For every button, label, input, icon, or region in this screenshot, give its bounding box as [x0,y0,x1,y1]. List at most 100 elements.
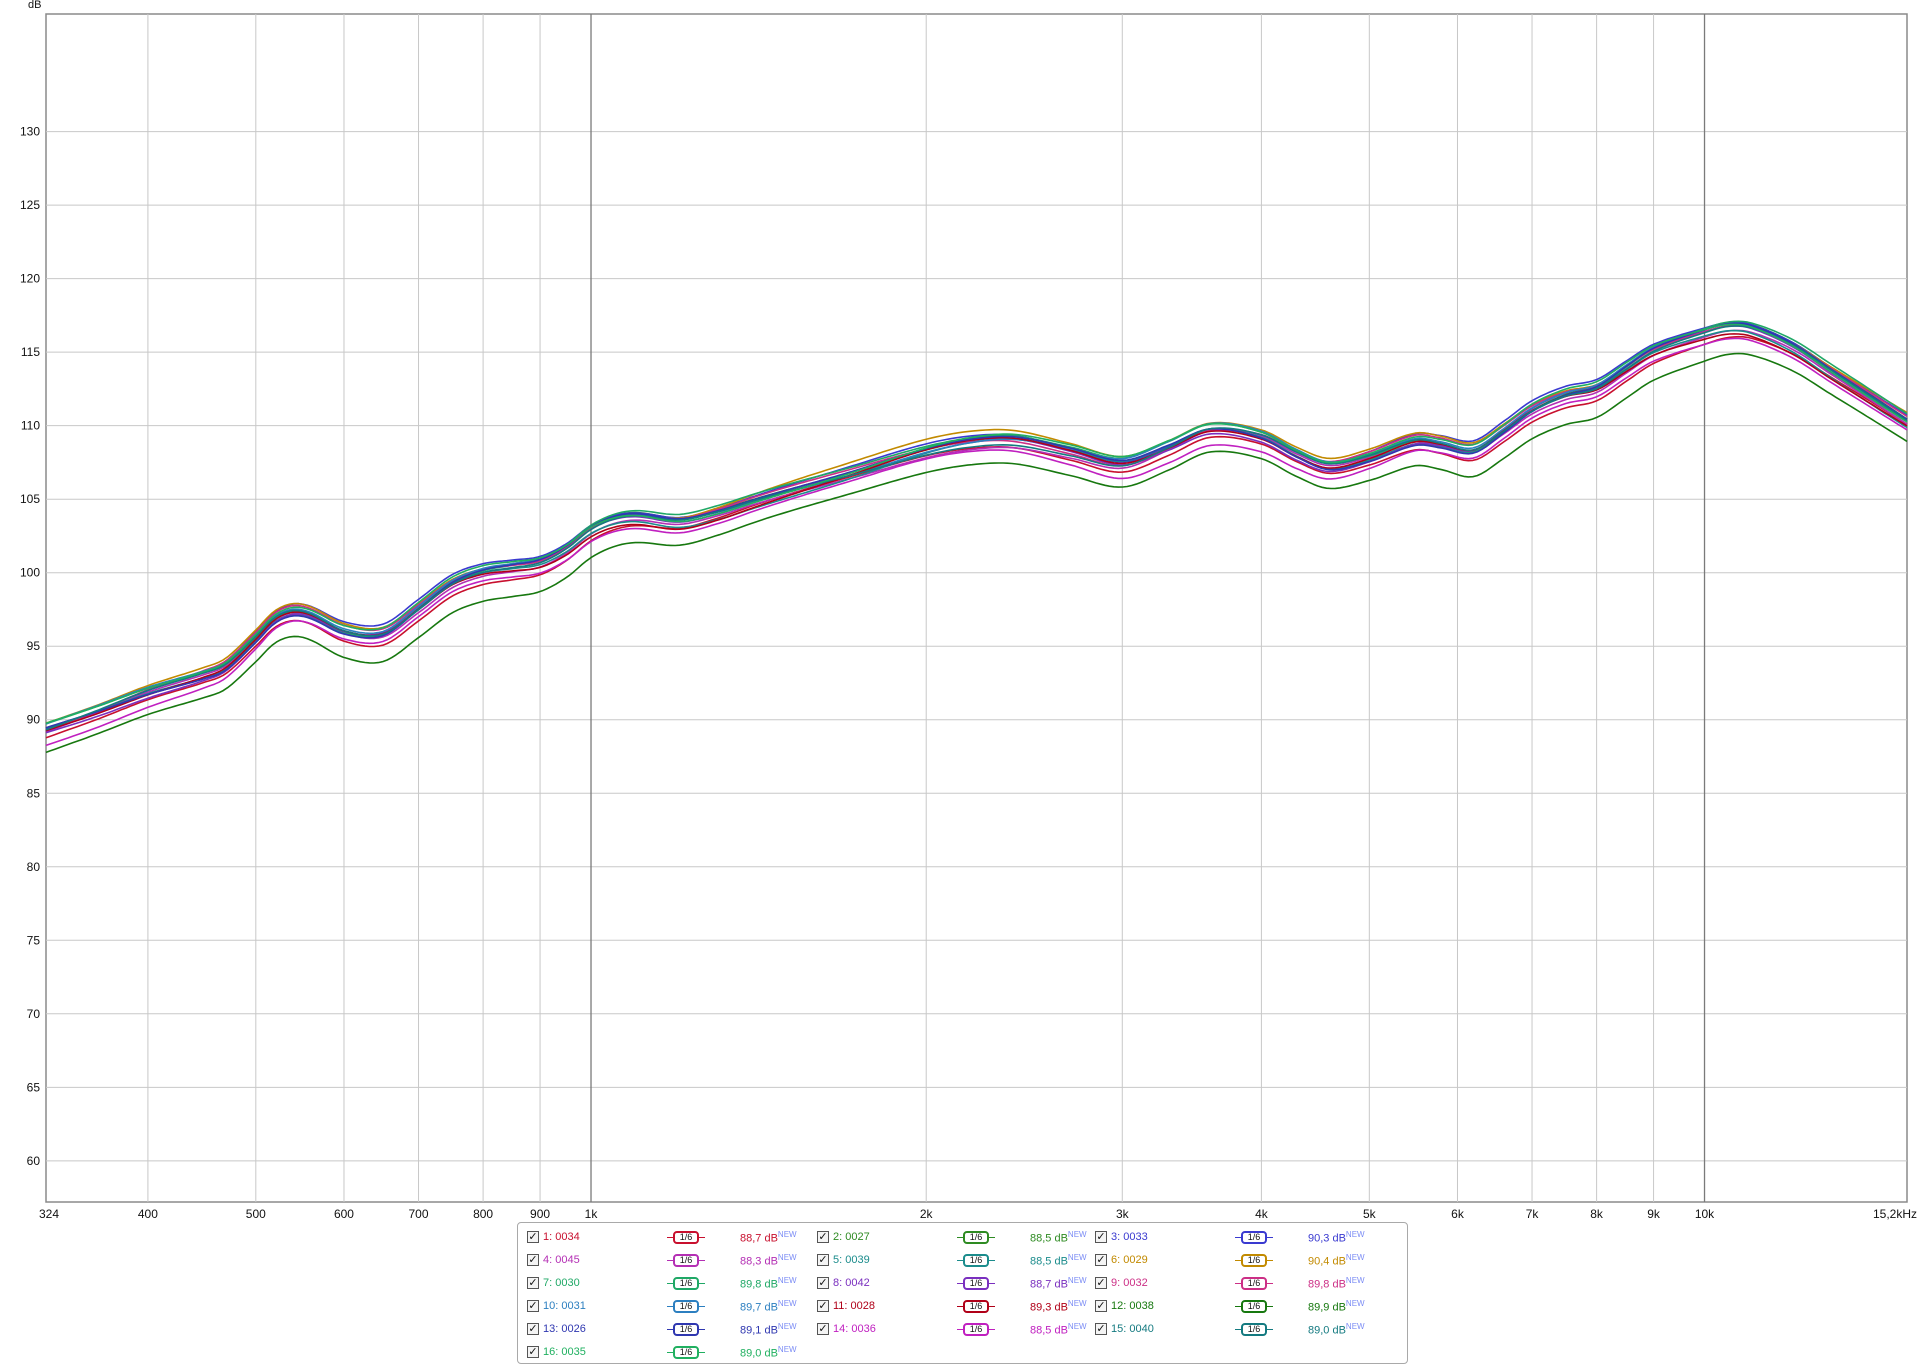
smoothing-value: 1/6 [679,1300,693,1311]
legend-visibility-checkbox[interactable]: ✓ [1095,1277,1107,1289]
y-tick-label: 85 [27,786,41,800]
smoothing-value: 1/6 [1247,1254,1261,1265]
legend-smoothing-badge[interactable]: 1/6 [667,1230,705,1244]
legend-smoothing-badge[interactable]: 1/6 [957,1276,995,1290]
smoothing-value: 1/6 [679,1231,693,1242]
legend-entry: ✓ 12: 0038 1/6 89,9 dBNEW [1095,1296,1375,1316]
legend-smoothing-badge[interactable]: 1/6 [957,1299,995,1313]
legend-level-value: 90,4 dBNEW [1308,1252,1365,1268]
x-tick-label: 2k [920,1207,934,1220]
legend-level-value: 88,7 dBNEW [740,1229,797,1245]
x-tick-label: 324 [39,1207,59,1220]
smoothing-value: 1/6 [969,1300,983,1311]
new-badge: NEW [1067,1252,1087,1262]
legend-visibility-checkbox[interactable]: ✓ [527,1300,539,1312]
legend-visibility-checkbox[interactable]: ✓ [817,1300,829,1312]
x-tick-label: 5k [1363,1207,1377,1220]
legend-visibility-checkbox[interactable]: ✓ [817,1254,829,1266]
legend-visibility-checkbox[interactable]: ✓ [527,1277,539,1289]
new-badge: NEW [1345,1275,1365,1285]
legend-visibility-checkbox[interactable]: ✓ [817,1323,829,1335]
series-line-3 [45,321,1908,730]
new-badge: NEW [1345,1229,1365,1239]
x-tick-label: 700 [409,1207,429,1220]
series-line-16 [45,323,1908,724]
y-tick-label: 110 [21,419,40,433]
legend-series-name: 1: 0034 [543,1231,580,1243]
legend-smoothing-badge[interactable]: 1/6 [1235,1276,1273,1290]
legend-series-name: 4: 0045 [543,1254,580,1266]
legend-visibility-checkbox[interactable]: ✓ [527,1231,539,1243]
new-badge: NEW [1345,1252,1365,1262]
series-line-15 [45,325,1908,731]
new-badge: NEW [1067,1298,1087,1308]
new-badge: NEW [777,1252,797,1262]
legend-smoothing-badge[interactable]: 1/6 [1235,1230,1273,1244]
legend-visibility-checkbox[interactable]: ✓ [817,1277,829,1289]
smoothing-value: 1/6 [679,1277,693,1288]
plot-area[interactable] [45,13,1908,1203]
legend-visibility-checkbox[interactable]: ✓ [1095,1231,1107,1243]
legend-entry: ✓ 10: 0031 1/6 89,7 dBNEW [527,1296,807,1316]
x-tick-label: 10k [1695,1207,1715,1220]
y-tick-label: 115 [21,345,40,359]
legend-smoothing-badge[interactable]: 1/6 [667,1299,705,1313]
x-axis-unit-label: 15,2kHz [1873,1207,1917,1220]
y-tick-label: 65 [27,1080,41,1094]
y-tick-label: 125 [20,198,40,212]
legend-smoothing-badge[interactable]: 1/6 [667,1253,705,1267]
x-axis-tick-labels: 324 400 500 600 700 800 900 1k 2k 3k 4k 5k 6k 7k 8k 9k 1… [39,1207,1715,1220]
legend-smoothing-badge[interactable]: 1/6 [957,1230,995,1244]
y-tick-label: 75 [27,933,41,947]
legend-entry: ✓ 3: 0033 1/6 90,3 dBNEW [1095,1227,1375,1247]
y-tick-label: 80 [27,860,41,874]
legend-series-name: 13: 0026 [543,1323,586,1335]
x-tick-label: 7k [1526,1207,1540,1220]
legend-entry: ✓ 7: 0030 1/6 89,8 dBNEW [527,1273,807,1293]
legend-level-value: 88,5 dBNEW [1030,1229,1087,1245]
y-tick-label: 60 [27,1154,41,1168]
legend-series-name: 10: 0031 [543,1300,586,1312]
series-line-13 [45,322,1908,729]
smoothing-value: 1/6 [679,1346,693,1357]
legend-visibility-checkbox[interactable]: ✓ [1095,1323,1107,1335]
x-tick-label: 600 [334,1207,354,1220]
y-tick-label: 130 [20,125,40,139]
legend-level-value: 89,3 dBNEW [1030,1298,1087,1314]
legend-smoothing-badge[interactable]: 1/6 [667,1345,705,1359]
x-tick-label: 400 [138,1207,158,1220]
legend-visibility-checkbox[interactable]: ✓ [527,1323,539,1335]
smoothing-value: 1/6 [969,1277,983,1288]
legend-level-value: 89,7 dBNEW [740,1298,797,1314]
legend-visibility-checkbox[interactable]: ✓ [817,1231,829,1243]
new-badge: NEW [777,1275,797,1285]
legend-smoothing-badge[interactable]: 1/6 [1235,1253,1273,1267]
legend-level-value: 88,7 dBNEW [1030,1275,1087,1291]
legend-series-name: 9: 0032 [1111,1277,1148,1289]
legend-entry: ✓ 5: 0039 1/6 88,5 dBNEW [817,1250,1097,1270]
new-badge: NEW [777,1298,797,1308]
legend-smoothing-badge[interactable]: 1/6 [957,1253,995,1267]
legend-smoothing-badge[interactable]: 1/6 [667,1276,705,1290]
legend-visibility-checkbox[interactable]: ✓ [1095,1254,1107,1266]
legend-visibility-checkbox[interactable]: ✓ [1095,1300,1107,1312]
frequency-response-plot[interactable]: 60 65 70 75 80 85 90 95 100 105 110 115 120 125 130 32… [0,0,1920,1220]
legend-smoothing-badge[interactable]: 1/6 [1235,1299,1273,1313]
legend-entry: ✓ 9: 0032 1/6 89,8 dBNEW [1095,1273,1375,1293]
legend-series-name: 3: 0033 [1111,1231,1148,1243]
x-tick-label: 6k [1451,1207,1465,1220]
legend-entry: ✓ 16: 0035 1/6 89,0 dBNEW [527,1342,807,1362]
series-line-10 [45,322,1908,725]
legend-smoothing-badge[interactable]: 1/6 [957,1322,995,1336]
legend-smoothing-badge[interactable]: 1/6 [667,1322,705,1336]
legend-smoothing-badge[interactable]: 1/6 [1235,1322,1273,1336]
measurement-curves [45,320,1908,754]
legend-level-value: 89,0 dBNEW [740,1344,797,1360]
legend-visibility-checkbox[interactable]: ✓ [527,1254,539,1266]
legend-visibility-checkbox[interactable]: ✓ [527,1346,539,1358]
series-line-12 [45,352,1908,754]
x-tick-label: 3k [1116,1207,1130,1220]
x-tick-label: 4k [1255,1207,1269,1220]
legend-series-name: 7: 0030 [543,1277,580,1289]
smoothing-value: 1/6 [969,1323,983,1334]
